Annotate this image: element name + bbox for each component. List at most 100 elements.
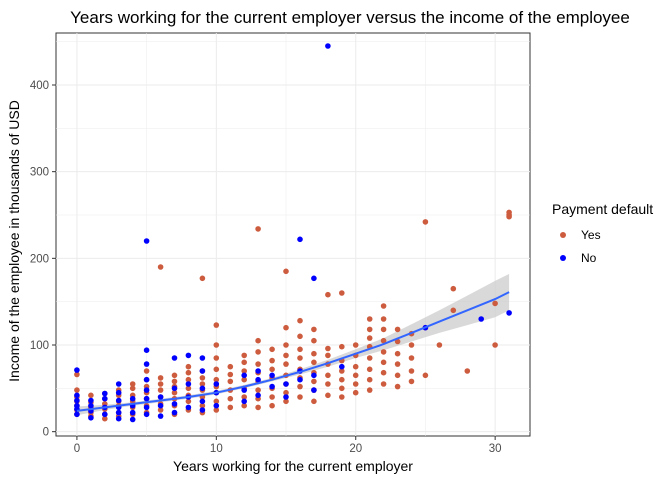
data-point-yes: [352, 372, 359, 379]
data-point-no: [255, 376, 261, 383]
data-point-yes: [394, 350, 401, 357]
data-point-yes: [157, 387, 164, 393]
legend-items: Yes No: [560, 228, 601, 265]
data-point-yes: [157, 264, 164, 270]
data-point-yes: [339, 394, 345, 400]
data-point-no: [143, 395, 150, 402]
data-point-yes: [436, 342, 443, 348]
data-point-yes: [311, 337, 317, 344]
data-point-no: [88, 397, 94, 404]
data-point-yes: [380, 303, 387, 309]
data-point-no: [311, 372, 317, 379]
data-point-no: [143, 387, 150, 393]
data-point-yes: [408, 342, 415, 348]
data-point-no: [478, 316, 485, 322]
data-point-yes: [297, 346, 303, 353]
data-point-yes: [227, 378, 234, 385]
data-point-no: [199, 385, 206, 392]
data-point-no: [157, 413, 164, 419]
data-point-no: [143, 404, 150, 411]
data-point-yes: [311, 398, 317, 405]
y-axis-ticks: 0 100 200 300 400: [30, 80, 56, 439]
data-point-yes: [311, 326, 317, 333]
data-point-yes: [213, 376, 220, 383]
y-tick-label: 0: [43, 427, 49, 439]
data-point-no: [311, 387, 317, 393]
data-point-yes: [380, 326, 387, 333]
data-point-yes: [339, 385, 345, 392]
data-point-yes: [157, 381, 164, 387]
data-point-yes: [311, 378, 317, 385]
data-point-yes: [157, 407, 164, 413]
data-point-yes: [492, 300, 498, 307]
data-point-no: [143, 376, 150, 383]
data-point-no: [143, 238, 150, 244]
data-point-yes: [380, 349, 387, 355]
data-point-yes: [143, 368, 150, 374]
data-point-yes: [241, 359, 247, 366]
data-point-yes: [199, 381, 206, 387]
data-point-no: [102, 411, 108, 418]
data-point-no: [157, 394, 164, 400]
data-point-yes: [380, 359, 387, 366]
data-point-yes: [213, 342, 220, 348]
data-point-yes: [297, 333, 303, 340]
data-point-no: [157, 402, 164, 409]
data-point-yes: [408, 368, 415, 374]
data-point-yes: [185, 369, 192, 376]
data-point-no: [185, 404, 192, 411]
data-point-no: [171, 401, 178, 407]
data-point-yes: [297, 317, 303, 324]
data-point-yes: [283, 361, 289, 367]
data-point-no: [185, 381, 192, 387]
x-axis-ticks: 0 10 20 30: [74, 436, 502, 455]
data-point-yes: [325, 352, 331, 359]
data-point-yes: [394, 383, 401, 390]
data-point-yes: [171, 389, 178, 396]
data-point-yes: [380, 381, 387, 387]
data-point-yes: [422, 372, 429, 379]
data-point-no: [129, 395, 136, 402]
data-point-yes: [325, 392, 331, 399]
y-tick-label: 400: [30, 80, 49, 92]
data-point-yes: [255, 387, 261, 393]
data-point-yes: [171, 378, 178, 385]
data-point-no: [129, 409, 136, 416]
data-point-yes: [171, 372, 178, 379]
data-point-yes: [129, 385, 136, 392]
data-point-yes: [366, 335, 373, 341]
data-point-yes: [464, 368, 471, 374]
data-point-yes: [408, 355, 415, 361]
data-point-yes: [199, 275, 206, 282]
plot-area: [55, 32, 531, 437]
data-point-no: [74, 392, 80, 399]
data-point-yes: [269, 366, 275, 373]
data-point-no: [255, 392, 261, 399]
data-point-no: [115, 389, 122, 396]
data-point-no: [102, 395, 108, 402]
legend-title: Payment default: [552, 201, 653, 217]
data-point-yes: [199, 402, 206, 409]
data-point-yes: [366, 366, 373, 373]
smooth-trend-line: [76, 291, 510, 412]
data-point-no: [311, 275, 317, 282]
y-tick-label: 100: [30, 340, 49, 352]
data-point-no: [88, 402, 94, 409]
data-point-yes: [213, 322, 220, 328]
data-point-no: [143, 411, 150, 418]
data-point-yes: [352, 381, 359, 387]
data-point-yes: [380, 316, 387, 322]
data-point-yes: [394, 372, 401, 379]
plot-border: [55, 32, 531, 437]
data-point-yes: [213, 398, 220, 405]
legend-key-no: [560, 255, 566, 261]
data-point-yes: [408, 378, 415, 385]
data-point-yes: [283, 342, 289, 348]
data-point-no: [199, 368, 206, 374]
data-point-no: [241, 372, 247, 379]
data-point-yes: [366, 316, 373, 322]
data-point-yes: [157, 375, 164, 381]
data-point-no: [297, 236, 303, 243]
data-point-yes: [227, 404, 234, 411]
